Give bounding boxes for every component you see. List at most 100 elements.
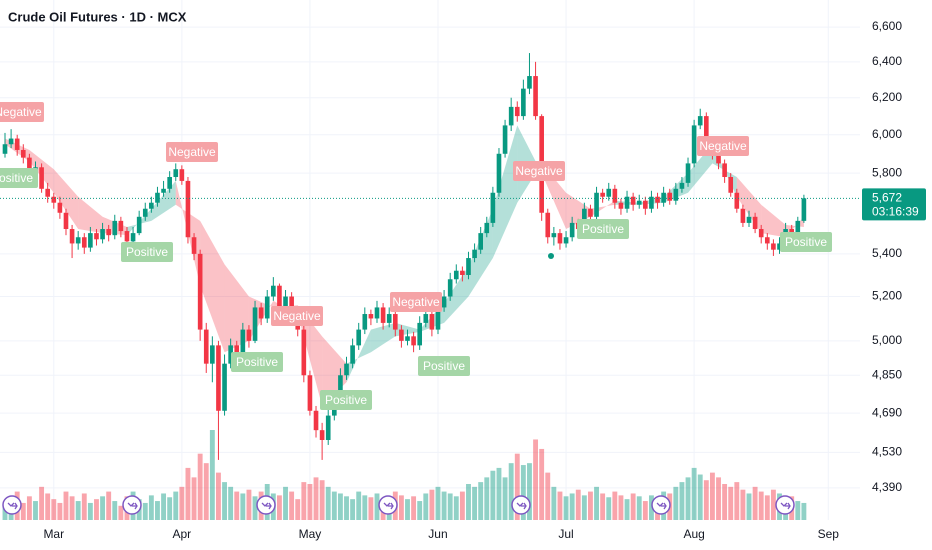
countdown: 03:16:39 [872, 204, 919, 218]
volume-bar [514, 453, 520, 520]
candle-body [514, 106, 520, 117]
volume-bar [63, 491, 69, 520]
volume-bar [307, 484, 313, 520]
candle-body [673, 188, 679, 201]
x-tick-label: Aug [683, 527, 704, 541]
candle-body [161, 188, 166, 193]
volume-bar [179, 486, 185, 520]
volume-bar [648, 495, 654, 520]
signal-label: Positive [236, 355, 278, 369]
candles [2, 53, 807, 460]
candle-body [441, 296, 447, 308]
candle-body [630, 196, 636, 205]
x-tick-label: Jul [558, 527, 573, 541]
candle-body [411, 336, 416, 346]
signal-label: Positive [126, 245, 168, 259]
signal-label: Positive [785, 235, 827, 249]
candle-body [649, 196, 654, 209]
axes: 6,600 6,400 6,200 6,000 5,800 5,400 5,200 5,000… [43, 19, 902, 541]
x-tick-label: Mar [43, 527, 64, 541]
ribbon-segment [200, 220, 225, 353]
candle-body [685, 163, 691, 183]
candle-body [527, 76, 532, 89]
candle-body [588, 208, 593, 217]
volume-bar [191, 477, 197, 520]
volume-bar [466, 484, 471, 520]
volume-bar [679, 482, 685, 520]
candle-body [258, 307, 264, 319]
volume-bar [734, 482, 740, 520]
candle-body [8, 138, 14, 145]
signal-label-box [697, 136, 749, 156]
candle-body [624, 196, 630, 209]
signal-label: Positive [0, 171, 33, 185]
volume-bar [642, 501, 648, 520]
volume-bar [295, 499, 301, 520]
volume-bar [289, 491, 295, 520]
volume-bar [588, 491, 593, 520]
volume-bar [459, 491, 465, 520]
candle-body [319, 430, 325, 440]
signal-label: Positive [325, 393, 367, 407]
candle-body [118, 220, 124, 232]
signal-label-box [0, 168, 38, 188]
volume-bar [740, 489, 746, 520]
candle-body [106, 229, 111, 236]
volume-bar [319, 480, 325, 520]
x-tick-label: Sep [818, 527, 840, 541]
candle-body [606, 188, 612, 197]
volume-bar [502, 477, 508, 520]
event-icon-arrow [383, 502, 394, 510]
candle-body [216, 345, 221, 411]
candle-body [417, 322, 423, 346]
signal-label: Negative [392, 295, 440, 309]
candle-body [136, 216, 142, 234]
volume-bar [87, 502, 93, 520]
volume-bar [100, 496, 106, 520]
candle-body [795, 220, 801, 238]
candle-body [45, 188, 51, 197]
candle-body [222, 363, 227, 411]
candle-body [429, 314, 435, 330]
volume-bar [435, 486, 441, 520]
volume-bar [527, 463, 532, 520]
signal-label-box [271, 306, 323, 326]
signal-label-box [121, 242, 173, 262]
volume-bar [484, 477, 490, 520]
candle-body [496, 153, 502, 193]
volume-bar [313, 477, 319, 520]
candle-body [453, 270, 459, 280]
event-icon-arrow [516, 502, 527, 510]
volume-bar [429, 489, 435, 520]
candle-body [563, 237, 569, 244]
signal-label-box [577, 219, 629, 239]
volume-bar [362, 495, 368, 520]
candle-body [716, 153, 721, 164]
volume-bar [557, 491, 563, 520]
volume-bar [691, 467, 697, 520]
candle-body [356, 329, 362, 346]
event-icon-arrow [127, 502, 138, 510]
candle-body [14, 138, 20, 150]
y-tick-label: 6,000 [872, 127, 902, 141]
event-icon-arrow [656, 502, 667, 510]
candle-body [484, 222, 490, 234]
volume-bar [228, 486, 234, 520]
ribbon-segment [688, 144, 713, 193]
volume-bar [594, 486, 599, 520]
volume-bar [447, 493, 453, 520]
candle-body [636, 200, 642, 205]
candle-body [612, 188, 618, 203]
volume-bar [551, 486, 557, 520]
candle-body [350, 345, 355, 364]
volume-bar [417, 501, 423, 520]
volume-bar [411, 496, 417, 520]
volume-bar [69, 496, 75, 520]
volume-bar [478, 482, 484, 520]
volume-bar [51, 499, 57, 520]
candle-body [191, 237, 197, 254]
ribbon-segment [761, 204, 786, 238]
candle-body [75, 237, 81, 244]
y-tick-label: 4,690 [872, 405, 902, 419]
